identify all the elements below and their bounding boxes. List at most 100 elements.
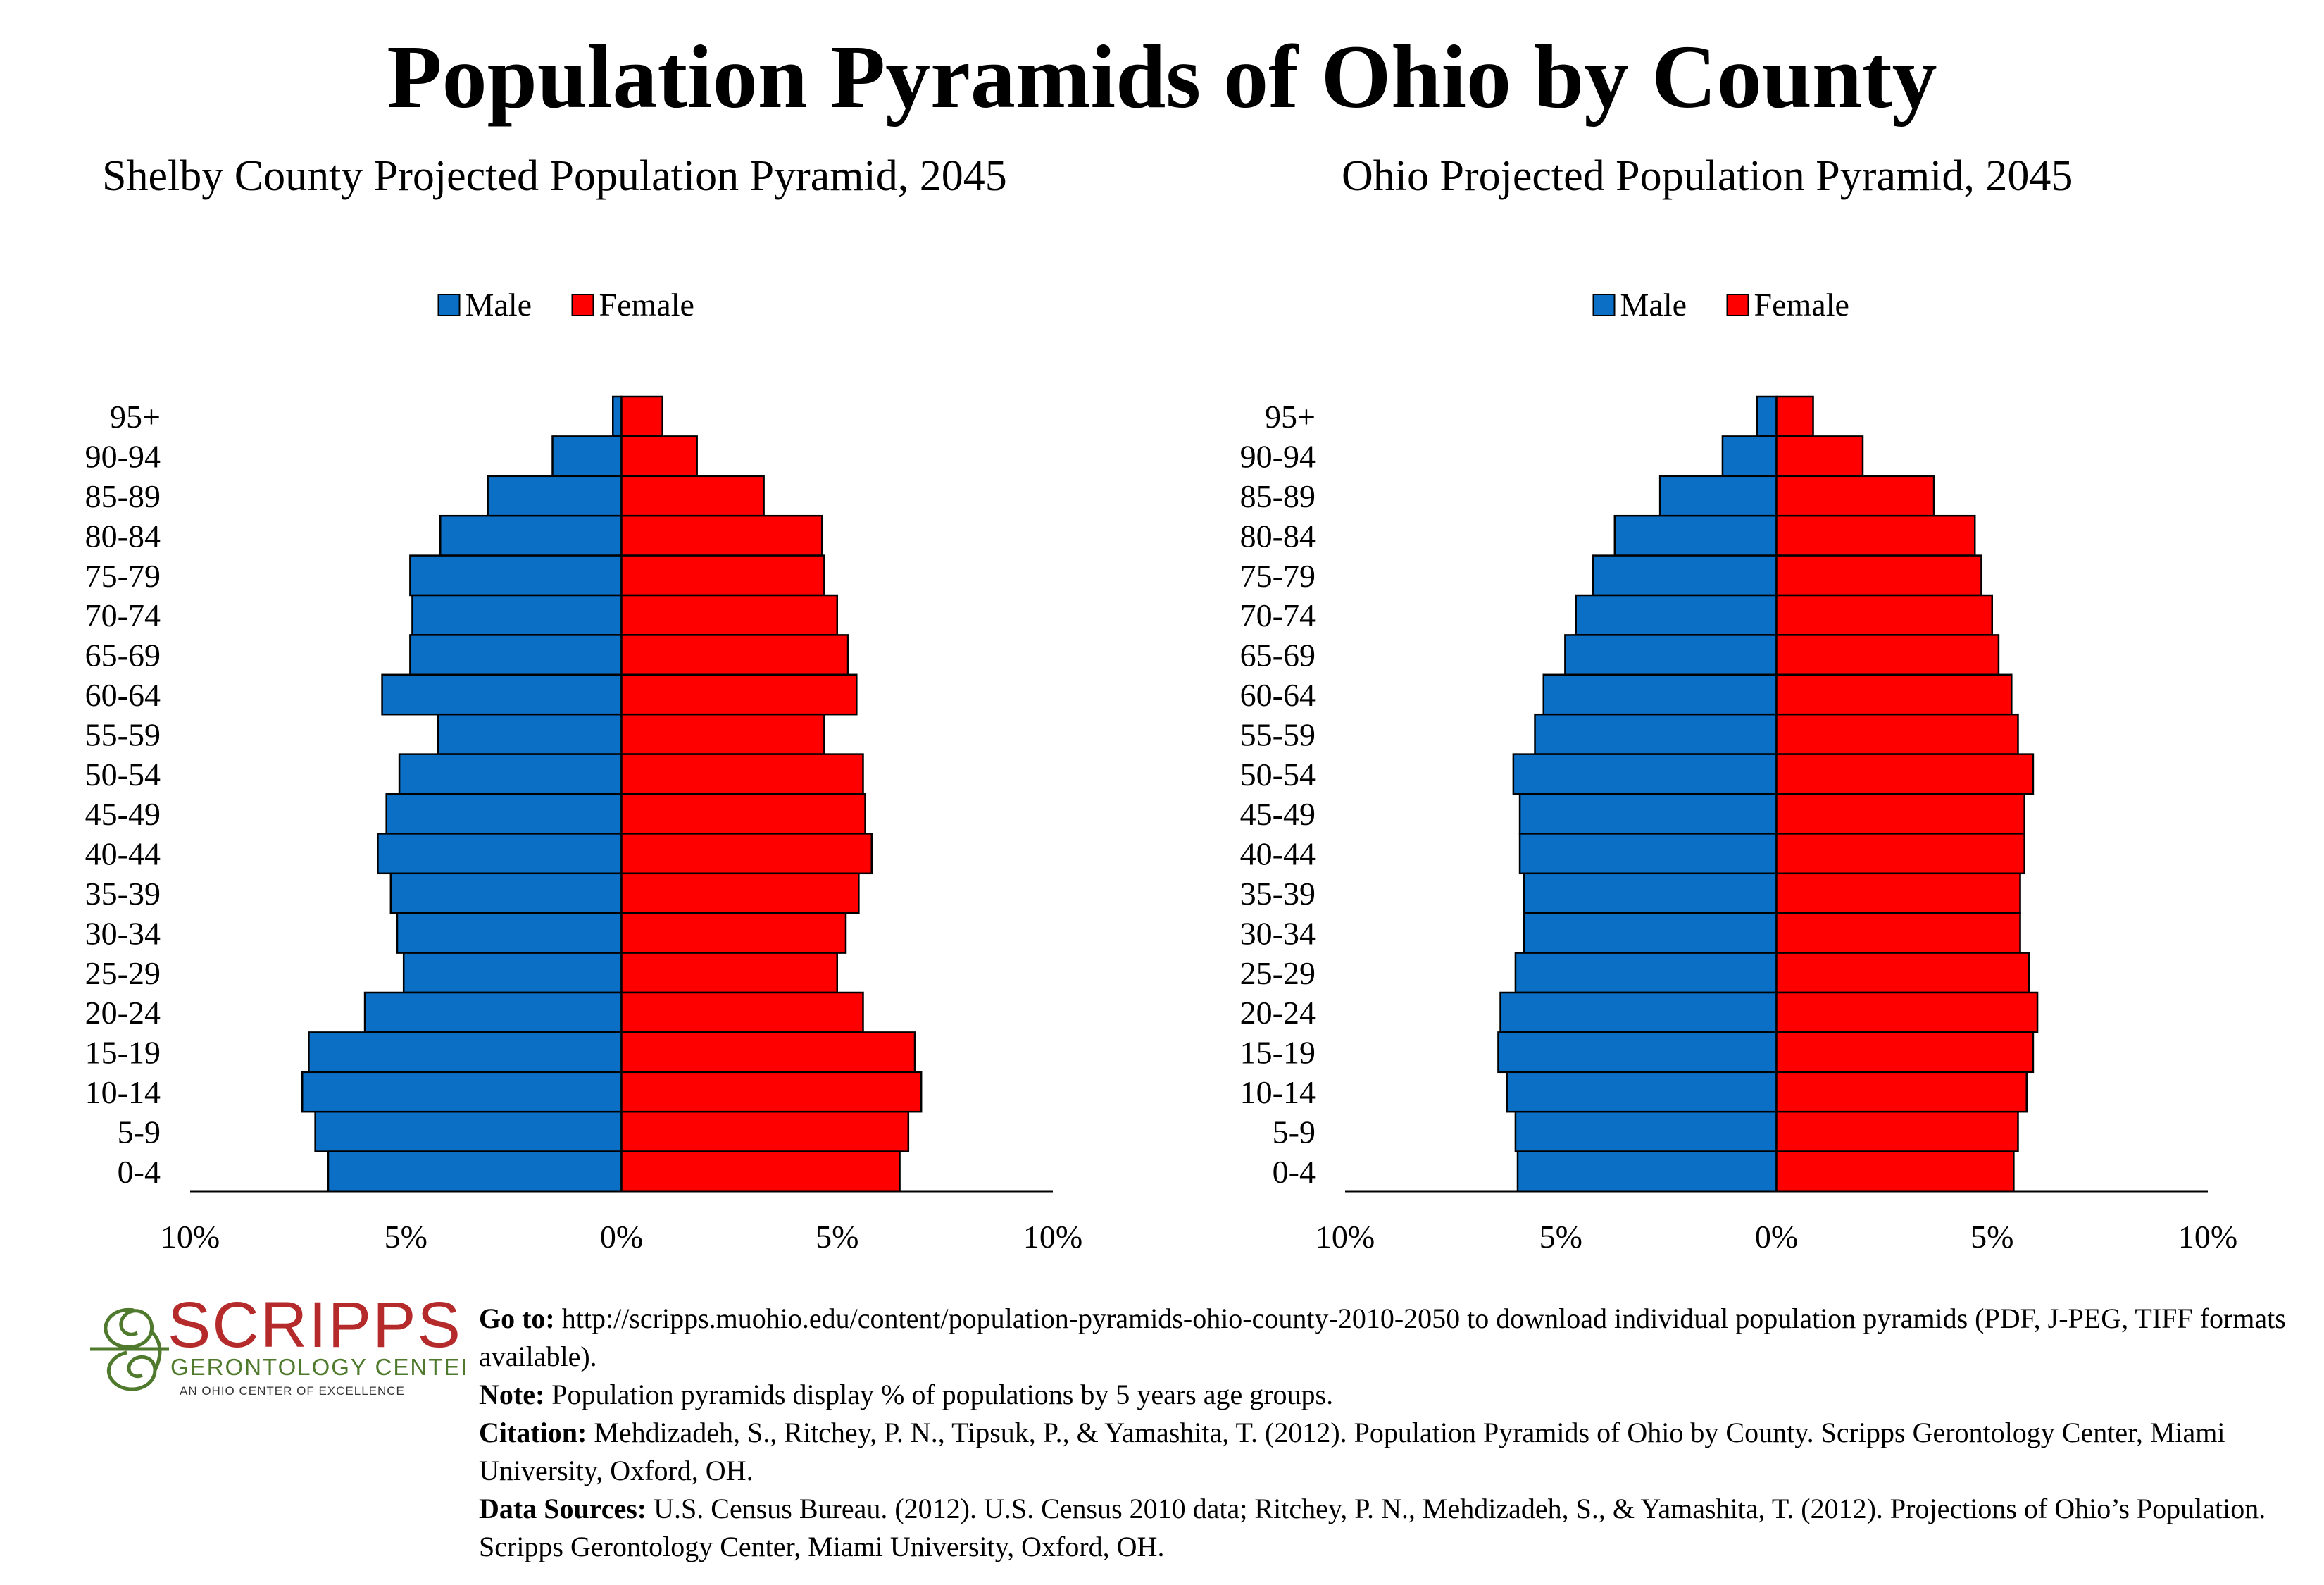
shelby-age-label: 20-24 [85, 995, 161, 1031]
shelby-bar-male-55-59 [437, 713, 623, 755]
shelby-bar-male-20-24 [363, 991, 623, 1033]
ohio-bar-male-70-74 [1575, 594, 1778, 636]
ohio-bar-female-20-24 [1775, 991, 2039, 1033]
ohio-x-tick-label: 5% [1539, 1219, 1582, 1255]
ohio-age-label: 95+ [1265, 399, 1316, 435]
logo-name: SCRIPPS [168, 1289, 462, 1361]
shelby-age-label: 75-79 [85, 558, 161, 594]
shelby-bar-female-5-9 [620, 1110, 910, 1152]
shelby-bar-female-85-89 [620, 475, 765, 517]
shelby-bar-female-0-4 [620, 1150, 901, 1193]
ohio-age-label: 35-39 [1240, 876, 1316, 912]
scripps-logo: SCRIPPS GERONTOLOGY CENTER AN OHIO CENTE… [90, 1289, 465, 1398]
shelby-age-label: 60-64 [85, 677, 161, 713]
ohio-bar-male-25-29 [1514, 952, 1778, 994]
ohio-bar-male-5-9 [1514, 1110, 1778, 1152]
ohio-legend-female-swatch [1726, 294, 1749, 316]
shelby-bar-male-60-64 [381, 673, 623, 716]
shelby-bar-male-40-44 [377, 833, 623, 875]
shelby-bar-female-55-59 [620, 713, 825, 755]
shelby-bar-female-10-14 [620, 1071, 923, 1113]
ohio-bar-female-60-64 [1775, 673, 2013, 716]
ohio-bar-male-75-79 [1592, 554, 1778, 597]
shelby-bar-male-70-74 [411, 594, 623, 636]
ohio-bar-male-10-14 [1506, 1071, 1778, 1113]
ohio-x-tick-label: 0% [1755, 1219, 1798, 1255]
shelby-bar-female-30-34 [620, 912, 847, 954]
shelby-bar-female-75-79 [620, 554, 825, 597]
ohio-x-tick-label: 10% [2178, 1219, 2237, 1255]
ohio-bar-female-80-84 [1775, 514, 1976, 557]
shelby-age-label: 95+ [110, 399, 161, 435]
shelby-legend-female-swatch [571, 294, 594, 316]
ohio-bar-female-45-49 [1775, 792, 2025, 835]
shelby-x-tick-label: 10% [161, 1219, 220, 1255]
shelby-bar-male-80-84 [439, 514, 623, 557]
ohio-bar-male-95+ [1756, 395, 1778, 437]
ohio-legend: Male Female [1592, 287, 1849, 323]
shelby-bar-male-75-79 [409, 554, 623, 597]
logo-subtitle: GERONTOLOGY CENTER [170, 1354, 465, 1380]
shelby-bar-female-70-74 [620, 594, 838, 636]
ohio-bar-male-55-59 [1534, 713, 1778, 755]
shelby-age-label: 0-4 [118, 1154, 161, 1190]
shelby-bar-female-25-29 [620, 952, 838, 994]
ohio-bar-female-5-9 [1775, 1110, 2019, 1152]
footer-goto: Go to: http://scripps.muohio.edu/content… [479, 1303, 2286, 1372]
ohio-age-label: 30-34 [1240, 915, 1316, 951]
shelby-age-label: 30-34 [85, 915, 161, 951]
ohio-bar-male-15-19 [1497, 1031, 1778, 1074]
ohio-bar-female-15-19 [1775, 1031, 2035, 1074]
shelby-bar-male-45-49 [385, 792, 623, 835]
ohio-age-label: 85-89 [1240, 478, 1316, 514]
ohio-bar-female-70-74 [1775, 594, 1993, 636]
ohio-bar-female-25-29 [1775, 952, 2030, 994]
shelby-age-label: 40-44 [85, 836, 161, 872]
ohio-age-label: 40-44 [1240, 836, 1316, 872]
shelby-age-label: 65-69 [85, 638, 161, 673]
ohio-age-label: 0-4 [1273, 1154, 1316, 1190]
shelby-x-tick-label: 5% [816, 1219, 858, 1255]
shelby-bar-male-0-4 [327, 1150, 623, 1193]
ohio-bar-male-35-39 [1523, 872, 1778, 914]
shelby-age-label: 55-59 [85, 716, 161, 752]
shelby-bar-female-90-94 [620, 435, 698, 478]
shelby-bar-female-65-69 [620, 634, 849, 676]
shelby-x-tick-label: 10% [1023, 1219, 1082, 1255]
shelby-bar-female-20-24 [620, 991, 864, 1033]
swirl-icon [90, 1307, 169, 1391]
ohio-bar-male-45-49 [1518, 792, 1778, 835]
ohio-bar-male-50-54 [1512, 753, 1778, 795]
shelby-bar-male-15-19 [308, 1031, 623, 1074]
ohio-x-tick-label: 5% [1970, 1219, 2013, 1255]
shelby-bar-female-50-54 [620, 753, 864, 795]
ohio-bar-male-60-64 [1542, 673, 1778, 716]
ohio-age-label: 80-84 [1240, 518, 1316, 554]
ohio-bar-female-65-69 [1775, 634, 2000, 676]
ohio-bar-male-80-84 [1613, 514, 1778, 557]
ohio-bar-male-85-89 [1658, 475, 1778, 517]
ohio-age-label: 55-59 [1240, 716, 1316, 752]
shelby-bar-male-35-39 [389, 872, 623, 914]
shelby-bar-male-25-29 [402, 952, 623, 994]
ohio-age-label: 10-14 [1240, 1074, 1316, 1110]
shelby-chart-title: Shelby County Projected Population Pyram… [102, 152, 1007, 200]
ohio-bar-male-65-69 [1564, 634, 1778, 676]
shelby-bar-male-95+ [612, 395, 623, 437]
ohio-bar-female-75-79 [1775, 554, 1982, 597]
shelby-legend-male-label: Male [466, 287, 532, 323]
ohio-legend-male-swatch [1592, 294, 1616, 316]
ohio-bar-female-40-44 [1775, 833, 2025, 875]
shelby-age-label: 35-39 [85, 876, 161, 912]
ohio-age-label: 25-29 [1240, 955, 1316, 991]
shelby-age-label: 50-54 [85, 757, 161, 792]
shelby-age-label: 45-49 [85, 796, 161, 832]
shelby-x-tick-label: 0% [600, 1219, 643, 1255]
ohio-age-label: 70-74 [1240, 597, 1316, 633]
ohio-bar-female-10-14 [1775, 1071, 2028, 1113]
ohio-age-label: 45-49 [1240, 796, 1316, 832]
shelby-age-label: 25-29 [85, 955, 161, 991]
shelby-bar-male-90-94 [551, 435, 623, 478]
shelby-bar-male-85-89 [487, 475, 623, 517]
ohio-legend-female-label: Female [1754, 287, 1849, 323]
